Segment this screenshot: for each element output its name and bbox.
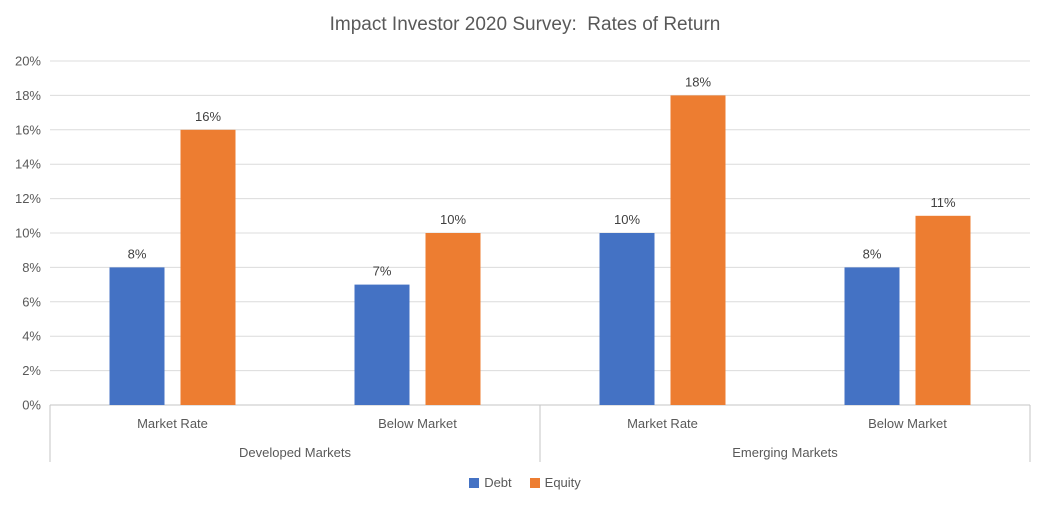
- y-tick-label: 10%: [15, 226, 41, 241]
- bar-value-label: 18%: [685, 74, 711, 89]
- y-tick-label: 2%: [22, 363, 41, 378]
- group-label: Developed Markets: [239, 445, 351, 460]
- legend-swatch-icon: [529, 477, 540, 488]
- category-label: Below Market: [868, 416, 947, 431]
- y-tick-label: 4%: [22, 329, 41, 344]
- y-tick-label: 14%: [15, 157, 41, 172]
- bar-value-label: 8%: [128, 246, 147, 261]
- bar-value-label: 16%: [195, 109, 221, 124]
- y-tick-label: 12%: [15, 191, 41, 206]
- group-label: Emerging Markets: [732, 445, 838, 460]
- bar-equity: [915, 215, 971, 405]
- legend-label: Debt: [484, 475, 512, 490]
- bar-value-label: 10%: [614, 212, 640, 227]
- bar-debt: [109, 267, 165, 405]
- category-label: Market Rate: [627, 416, 698, 431]
- legend-swatch-icon: [469, 477, 480, 488]
- chart-legend: Debt Equity: [0, 475, 1050, 490]
- bar-debt: [354, 284, 410, 405]
- y-tick-label: 20%: [15, 54, 41, 69]
- y-tick-label: 18%: [15, 88, 41, 103]
- bar-value-label: 11%: [930, 195, 955, 210]
- category-label: Below Market: [378, 416, 457, 431]
- bar-debt: [844, 267, 900, 405]
- bar-value-label: 7%: [373, 264, 392, 279]
- bar-equity: [425, 233, 481, 405]
- category-label: Market Rate: [137, 416, 208, 431]
- chart-title: Impact Investor 2020 Survey: Rates of Re…: [329, 14, 721, 35]
- y-tick-label: 6%: [22, 294, 41, 309]
- legend-item-debt: Debt: [469, 475, 512, 490]
- bar-equity: [670, 95, 726, 406]
- legend-label: Equity: [544, 475, 581, 490]
- bar-value-label: 10%: [440, 212, 466, 227]
- y-tick-label: 8%: [22, 260, 41, 275]
- bar-debt: [599, 233, 655, 405]
- y-tick-label: 0%: [22, 398, 41, 413]
- legend-item-equity: Equity: [529, 475, 581, 490]
- bar-equity: [180, 129, 236, 406]
- bar-value-label: 8%: [863, 246, 882, 261]
- y-tick-label: 16%: [15, 122, 41, 137]
